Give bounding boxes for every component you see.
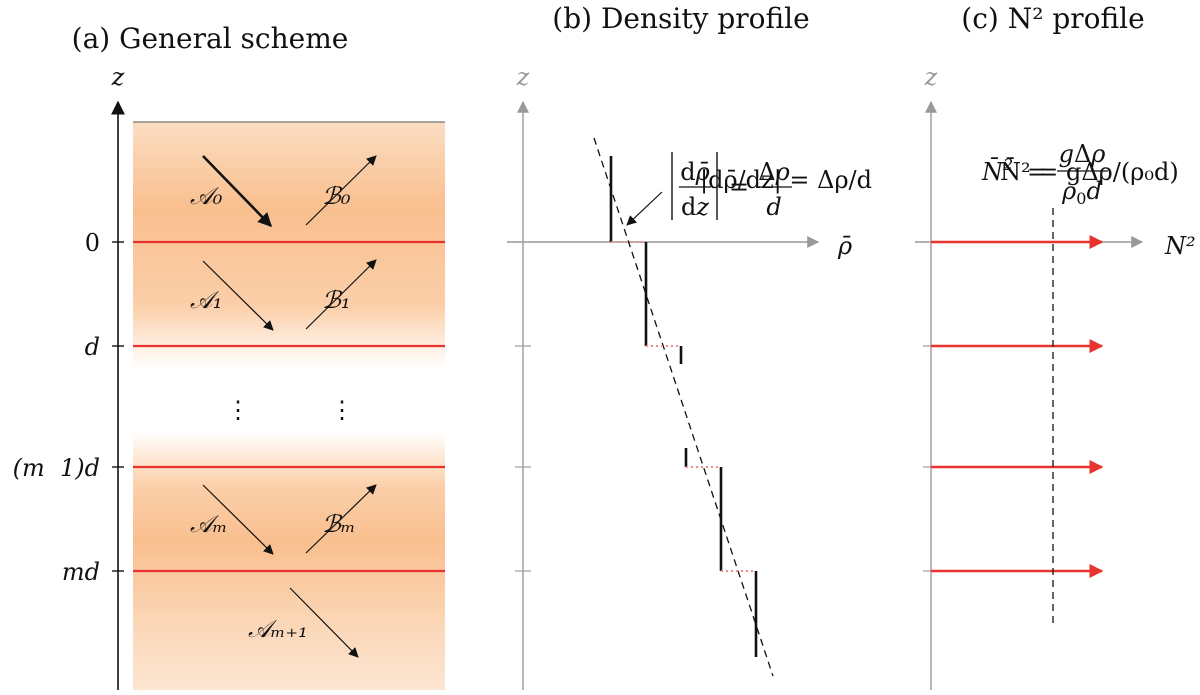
level-label-0: 0 — [85, 229, 100, 257]
svg-text:d: d — [766, 193, 781, 221]
panel-c-n2-profile: (c) N² profile z N² N̄² = gΔρ/(ρ₀d) N̄2 … — [915, 2, 1196, 690]
n2-formula-text: N̄² = gΔρ/(ρ₀d) — [1000, 158, 1179, 186]
ellipsis-right: ⋮ — [330, 396, 354, 424]
wave-arrow-A0 — [202, 155, 272, 228]
panel-b-title: (b) Density profile — [552, 2, 809, 35]
ellipsis-left: ⋮ — [226, 396, 250, 424]
panel-a-general-scheme: (a) General scheme z 0 d (m 1)d md 𝒜₀ ℬ₀ — [13, 22, 445, 690]
level-label-md: md — [62, 558, 100, 586]
stratified-layer-band — [133, 122, 445, 690]
linear-density-trend — [593, 137, 774, 677]
z-axis-label-c: z — [924, 63, 938, 91]
wave-label-Am: 𝒜ₘ — [190, 510, 227, 538]
z-axis-label: z — [111, 63, 125, 91]
svg-text:ρ0d: ρ0d — [1061, 177, 1102, 208]
svg-text:gΔρ: gΔρ — [1059, 140, 1106, 168]
panel-b-density-profile: (b) Density profile z ρ̄ |dρ̄/dz| = Δρ/d… — [507, 2, 872, 690]
wave-arrow-A1 — [202, 260, 274, 331]
wave-arrow-B1 — [305, 259, 377, 330]
gradient-annotation-pointer — [626, 191, 663, 226]
wave-arrow-Am1 — [289, 587, 359, 658]
n2-axis-label: N² — [1164, 232, 1196, 260]
wave-label-A1: 𝒜₁ — [190, 286, 222, 314]
svg-text:Δρ: Δρ — [758, 158, 789, 186]
svg-text:=: = — [729, 173, 749, 201]
svg-text:=: = — [1027, 158, 1047, 186]
svg-text:dz: dz — [681, 193, 709, 221]
wave-label-A0: 𝒜₀ — [190, 182, 223, 210]
level-label-d: d — [85, 333, 100, 361]
rho-axis-label: ρ̄ — [837, 232, 852, 260]
wave-arrow-Bm — [305, 484, 377, 554]
panel-c-title: (c) N² profile — [961, 2, 1144, 35]
panel-a-title: (a) General scheme — [72, 22, 349, 55]
wave-label-B1: ℬ₁ — [322, 286, 351, 314]
gradient-formula-text: |dρ̄/dz| = Δρ/d — [700, 166, 872, 195]
gradient-formula: |dρ̄/dz| = Δρ/d dρ̄ dz = Δρ d — [671, 152, 872, 221]
z-axis-label-b: z — [516, 63, 530, 91]
level-label-m-minus-1-d: (m 1)d — [13, 454, 100, 482]
n2-formula: N̄² = gΔρ/(ρ₀d) N̄2 = gΔρ ρ0d — [981, 140, 1179, 208]
wave-arrow-B0 — [305, 155, 377, 226]
wave-arrow-Am — [202, 484, 274, 555]
svg-text:dρ̄: dρ̄ — [680, 158, 709, 186]
wave-label-Am1: 𝒜ₘ₊₁ — [248, 615, 308, 643]
wave-label-Bm: ℬₘ — [322, 510, 356, 538]
wave-label-B0: ℬ₀ — [322, 182, 351, 210]
